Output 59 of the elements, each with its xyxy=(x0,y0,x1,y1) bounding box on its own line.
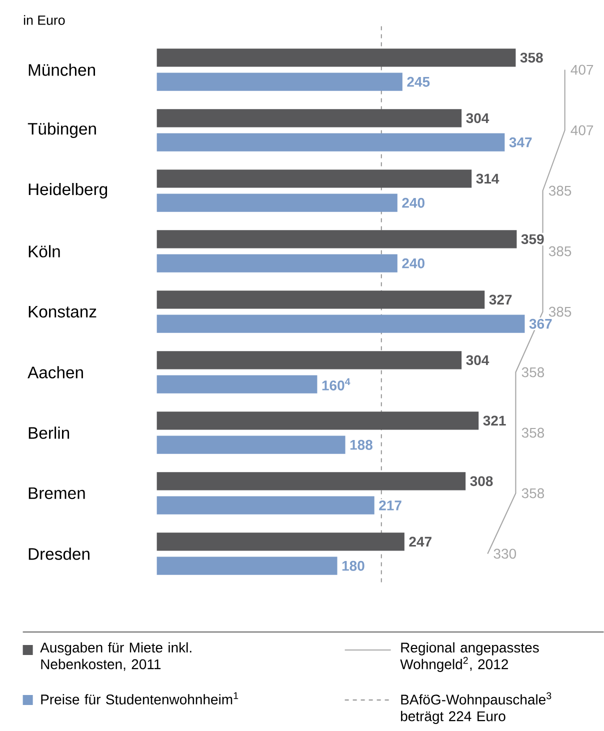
y-tick-label: Bremen xyxy=(28,487,85,500)
y-tick-label: Dresden xyxy=(28,548,90,560)
legend-label: Regional angepasstes Wohngeld$^{2}$, 2012 xyxy=(400,642,539,672)
data-label: 358 xyxy=(522,367,544,378)
bar xyxy=(156,314,525,333)
data-label: 188 xyxy=(350,440,373,450)
data-label: 321 xyxy=(483,416,506,426)
data-label: 247 xyxy=(409,536,432,547)
data-label: 240 xyxy=(402,258,425,268)
y-tick-label: München xyxy=(28,64,96,76)
legend-label: Ausgaben für Miete inkl. Nebenkosten, 2011 xyxy=(40,642,192,671)
bar xyxy=(156,254,398,272)
bar xyxy=(156,230,517,248)
y-tick-label: Köln xyxy=(28,245,60,258)
data-label: 245 xyxy=(407,76,430,87)
bar xyxy=(156,194,398,212)
bar xyxy=(156,412,479,430)
data-label: 180 xyxy=(342,560,364,571)
bar xyxy=(156,351,462,370)
data-label: 314 xyxy=(476,174,500,184)
data-label: 407 xyxy=(570,64,594,75)
data-label: 407 xyxy=(570,125,594,136)
data-label: 385 xyxy=(548,186,572,196)
bar xyxy=(156,133,505,152)
bar xyxy=(156,556,338,575)
y-tick-label: Konstanz xyxy=(28,306,96,318)
data-label: 330 xyxy=(494,548,516,559)
data-label: 358 xyxy=(520,52,543,63)
bar xyxy=(156,72,403,91)
bar xyxy=(156,290,485,309)
bar xyxy=(156,496,374,514)
data-label: 347 xyxy=(509,137,532,148)
text: BAföG-Wohnpauschale$^{3}$ beträgt 224 Euro xyxy=(401,692,552,724)
bar xyxy=(156,109,462,128)
data-label: 217 xyxy=(379,500,402,510)
data-label: 385 xyxy=(548,246,572,256)
data-label: 358 xyxy=(522,488,544,498)
bar xyxy=(156,170,472,188)
bar xyxy=(156,375,318,394)
data-label: 367 xyxy=(529,318,552,329)
bar xyxy=(156,472,466,490)
y-tick-label: Heidelberg xyxy=(28,182,108,199)
y-tick-label: Berlin xyxy=(28,426,70,439)
text: in Euro xyxy=(24,15,65,25)
bar xyxy=(156,48,516,67)
y-tick-label: Aachen xyxy=(28,366,84,378)
data-label: 308 xyxy=(470,476,493,486)
data-label: 240 xyxy=(402,198,425,208)
legend-label: Preise für Studentenwohnheim$^{1}$ xyxy=(41,692,238,704)
data-label: 327 xyxy=(489,294,512,305)
bar xyxy=(156,436,346,454)
data-label: 359 xyxy=(521,234,544,244)
data-label: 385 xyxy=(548,306,572,317)
data-label: 304 xyxy=(466,355,490,366)
data-label: 304 xyxy=(466,113,490,124)
data-label: 160$^{4}$ xyxy=(322,378,350,390)
data-label: 358 xyxy=(522,428,544,438)
bar xyxy=(156,532,405,551)
y-tick-label: Tübingen xyxy=(28,122,96,138)
